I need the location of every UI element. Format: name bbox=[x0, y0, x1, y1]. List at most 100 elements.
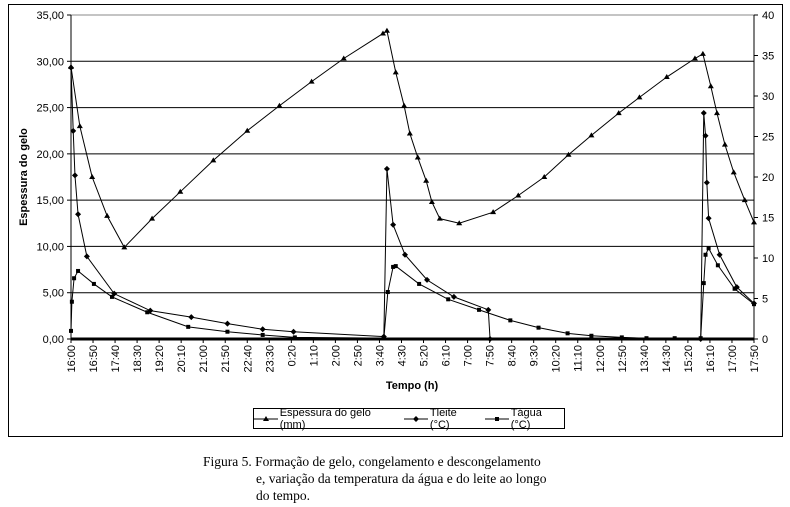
data-point-square bbox=[69, 328, 73, 333]
data-point-diamond bbox=[68, 64, 74, 71]
data-point-diamond bbox=[705, 215, 712, 222]
data-point-square bbox=[381, 336, 386, 341]
data-point-triangle bbox=[423, 177, 430, 183]
x-axis-label: Tempo (h) bbox=[386, 380, 439, 392]
y2-tick-label: 20 bbox=[762, 172, 774, 184]
data-point-square bbox=[644, 336, 649, 341]
data-point-diamond bbox=[487, 336, 494, 342]
y-tick-label: 30,00 bbox=[36, 56, 64, 68]
triangle-marker-icon bbox=[254, 415, 278, 421]
data-point-square bbox=[536, 325, 541, 330]
series-line-2 bbox=[70, 247, 755, 339]
legend-item-ice: Espessura do gelo (mm) bbox=[254, 407, 398, 431]
data-point-square bbox=[752, 302, 756, 307]
y2-tick-label: 35 bbox=[762, 51, 774, 63]
caption-line: Figura 5. Formação de gelo, congelamento… bbox=[203, 454, 541, 469]
data-point-triangle bbox=[428, 198, 435, 204]
data-point-square bbox=[732, 286, 737, 291]
data-point-triangle bbox=[456, 220, 463, 226]
data-point-triangle bbox=[244, 127, 251, 133]
x-tick-label: 7:00 bbox=[463, 345, 475, 366]
data-point-diamond bbox=[402, 251, 409, 258]
data-point-triangle bbox=[276, 102, 283, 108]
data-point-triangle bbox=[663, 74, 670, 80]
data-point-triangle bbox=[699, 50, 706, 56]
y-tick-label: 20,00 bbox=[36, 149, 64, 161]
data-point-square bbox=[225, 329, 230, 334]
data-point-diamond bbox=[450, 293, 457, 300]
data-point-diamond bbox=[71, 172, 78, 179]
data-point-triangle bbox=[89, 174, 96, 179]
data-point-diamond bbox=[703, 179, 710, 186]
data-point-triangle bbox=[741, 197, 748, 203]
data-point-diamond bbox=[390, 221, 397, 228]
x-tick-label: 17:00 bbox=[727, 345, 739, 373]
data-point-diamond bbox=[485, 306, 492, 313]
x-tick-label: 8:40 bbox=[507, 345, 519, 366]
y-axis-label: Espessura do gelo bbox=[18, 128, 30, 226]
x-tick-label: 21:50 bbox=[220, 345, 232, 373]
x-tick-label: 14:30 bbox=[661, 345, 673, 373]
x-tick-label: 23:30 bbox=[264, 345, 276, 373]
data-point-square bbox=[672, 336, 677, 341]
x-tick-label: 12:50 bbox=[617, 345, 629, 373]
legend-label: Tágua (°C) bbox=[510, 406, 542, 431]
y2-tick-label: 25 bbox=[762, 132, 774, 144]
data-point-triangle bbox=[713, 110, 720, 116]
x-tick-label: 18:30 bbox=[132, 345, 144, 373]
figure-caption: Figura 5. Formação de gelo, congelamento… bbox=[203, 453, 546, 504]
data-point-square bbox=[69, 299, 74, 304]
chart: 0,00 5,00 10,00 15,00 20,00 25,00 30,00 35,00 0 5… bbox=[18, 10, 774, 392]
data-point-square bbox=[619, 335, 624, 340]
data-point-diamond bbox=[259, 326, 266, 333]
y2-tick-label: 0 bbox=[762, 334, 768, 346]
data-point-square bbox=[260, 332, 265, 337]
legend-label: Espessura do gelo (mm) bbox=[279, 406, 371, 431]
y-tick-label: 15,00 bbox=[36, 195, 64, 207]
data-point-diamond bbox=[83, 253, 90, 260]
gridlines bbox=[71, 14, 754, 294]
x-tick-label: 0:20 bbox=[286, 345, 298, 366]
legend-label: Tleite (°C) bbox=[429, 406, 457, 431]
data-point-triangle bbox=[490, 209, 497, 215]
data-point-square bbox=[589, 333, 594, 338]
data-point-triangle bbox=[308, 78, 315, 84]
x-tick-label: 7:50 bbox=[485, 345, 497, 366]
data-point-triangle bbox=[541, 174, 548, 179]
data-point-triangle bbox=[121, 244, 128, 250]
data-point-triangle bbox=[340, 55, 347, 61]
data-point-square bbox=[698, 336, 703, 341]
data-point-square bbox=[385, 290, 390, 295]
data-point-square bbox=[76, 268, 81, 273]
data-point-diamond bbox=[383, 165, 390, 172]
diamond-marker-icon bbox=[404, 415, 428, 422]
caption-line: do tempo. bbox=[256, 488, 310, 503]
chart-frame bbox=[8, 4, 783, 437]
legend-item-tleite: Tleite (°C) bbox=[404, 407, 479, 431]
x-tick-label: 20:10 bbox=[176, 345, 188, 373]
data-point-square bbox=[391, 264, 396, 269]
data-point-triangle bbox=[691, 55, 698, 61]
data-point-triangle bbox=[588, 132, 595, 138]
data-point-diamond bbox=[716, 251, 723, 258]
data-point-square bbox=[565, 331, 570, 336]
series-group bbox=[68, 27, 757, 342]
data-point-diamond bbox=[700, 110, 707, 117]
data-point-triangle bbox=[751, 219, 757, 225]
data-point-square bbox=[715, 263, 720, 268]
data-point-square bbox=[145, 310, 150, 315]
legend-item-tagua: Tágua (°C) bbox=[484, 406, 564, 431]
data-point-triangle bbox=[636, 94, 643, 100]
data-point-triangle bbox=[383, 27, 390, 33]
x-tick-label: 1:10 bbox=[308, 345, 320, 366]
data-point-diamond bbox=[702, 132, 709, 139]
data-point-square bbox=[186, 324, 191, 329]
data-point-diamond bbox=[290, 328, 297, 335]
y2-tick-label: 15 bbox=[762, 213, 774, 225]
y-tick-label: 25,00 bbox=[36, 103, 64, 115]
x-tick-label: 5:20 bbox=[419, 345, 431, 366]
data-point-triangle bbox=[392, 69, 399, 75]
data-point-triangle bbox=[515, 192, 522, 198]
data-point-square bbox=[703, 252, 708, 257]
x-tick-label: 12:00 bbox=[595, 345, 607, 373]
